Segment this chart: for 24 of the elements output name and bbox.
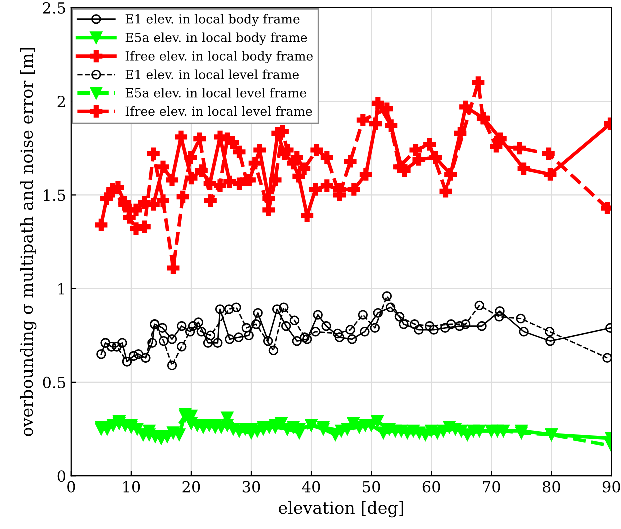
legend-label: Ifree elev. in local level frame — [126, 106, 312, 116]
legend-label: E5a elev. in local level frame — [126, 88, 306, 98]
x-tick-label: 30 — [242, 481, 260, 493]
y-tick-label: 2.5 — [43, 2, 66, 14]
x-axis-title: elevation [deg] — [279, 501, 404, 518]
x-tick-label: 80 — [542, 481, 560, 493]
x-tick-label: 50 — [363, 481, 380, 493]
x-tick-label: 40 — [302, 481, 320, 493]
legend-label: E1 elev. in local level frame — [126, 70, 300, 80]
x-tick-label: 10 — [124, 481, 140, 493]
x-tick-label: 0 — [68, 481, 76, 493]
x-tick-label: 20 — [182, 481, 200, 493]
y-tick-label: 1.5 — [44, 190, 66, 202]
legend-label: Ifree elev. in local body frame — [126, 51, 314, 64]
x-tick-label: 90 — [602, 481, 620, 493]
y-tick-label: 2 — [58, 96, 66, 108]
legend-label: E5a elev. in local body frame — [126, 32, 308, 45]
x-tick-label: 60 — [422, 481, 440, 493]
y-tick-label: 0.5 — [43, 376, 66, 388]
y-tick-label: 1 — [58, 283, 64, 295]
y-tick-label: 0 — [58, 470, 66, 482]
legend-label: E1 elev. in local body frame — [126, 14, 300, 26]
x-tick-label: 70 — [483, 481, 500, 493]
y-axis-title: overbounding σ multipath and noise error [m] — [20, 48, 37, 436]
